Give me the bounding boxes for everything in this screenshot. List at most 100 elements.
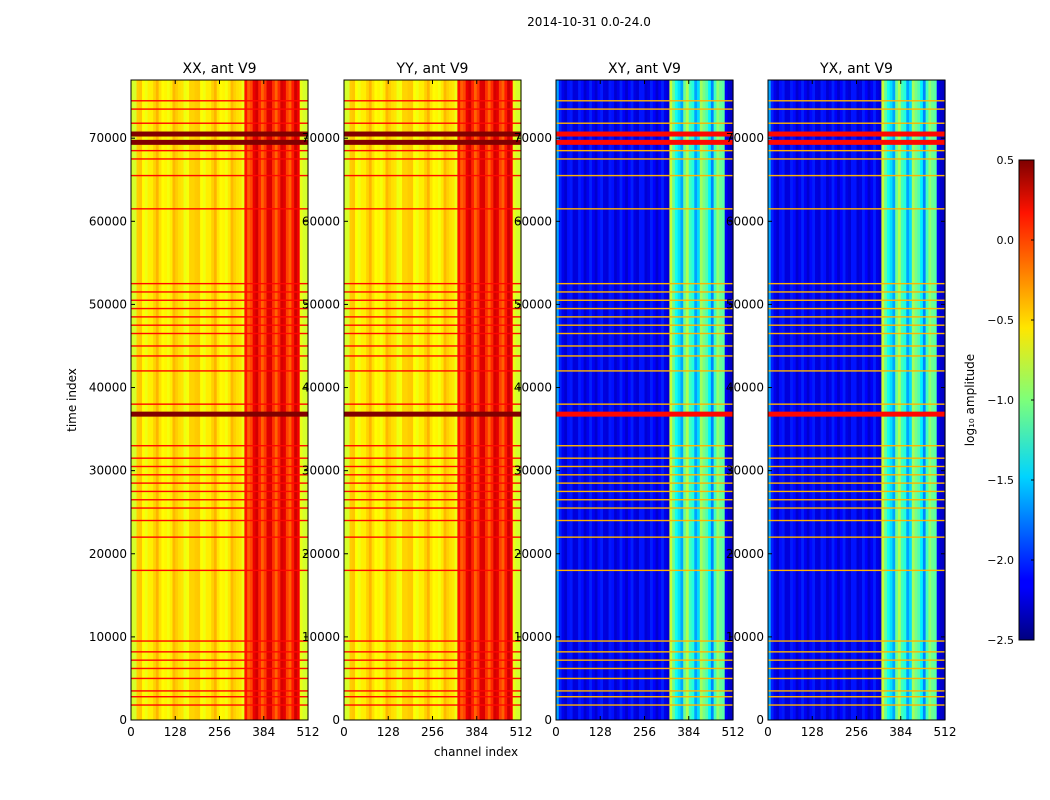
rfi-row <box>131 131 308 137</box>
heat-column <box>826 80 830 720</box>
y-tick-label: 70000 <box>514 131 552 145</box>
heat-column <box>211 80 215 720</box>
heat-column <box>859 80 863 720</box>
rfi-row <box>556 696 733 698</box>
rfi-row <box>556 100 733 102</box>
heat-column <box>683 80 687 720</box>
x-tick-label: 384 <box>677 725 700 739</box>
rfi-row <box>768 282 945 285</box>
y-tick-label: 60000 <box>89 214 127 228</box>
heat-column <box>382 80 387 720</box>
heat-column <box>850 80 855 720</box>
y-tick-label: 40000 <box>302 381 340 395</box>
heat-column <box>349 80 353 720</box>
rfi-row <box>768 149 945 152</box>
x-tick-label: 0 <box>127 725 135 739</box>
x-tick-label: 0 <box>340 725 348 739</box>
heat-column <box>564 80 568 720</box>
rfi-row <box>556 482 733 484</box>
heat-column <box>155 80 160 720</box>
heat-column <box>685 80 690 720</box>
rfi-row <box>344 370 521 372</box>
heat-column <box>260 80 265 720</box>
y-tick-label: 50000 <box>89 297 127 311</box>
panel-yx: YX, ant V9 0 128 256 384 512 0 10000 20000 30000 4… <box>726 61 957 739</box>
heat-column <box>625 80 629 720</box>
rfi-row <box>131 659 308 661</box>
rfi-row <box>344 108 521 110</box>
rfi-row <box>768 403 945 405</box>
panel-title: YX, ant V9 <box>819 61 893 77</box>
heat-column <box>164 80 168 720</box>
heat-column <box>194 80 198 720</box>
heat-column <box>906 80 910 720</box>
heat-column <box>294 80 298 720</box>
heat-column <box>288 80 293 720</box>
panel-xx: XX, ant V9 0 128 256 384 512 0 10000 20000 30000 4… <box>89 61 320 739</box>
rfi-row <box>556 519 733 522</box>
heat-column <box>280 80 284 720</box>
rfi-row <box>131 569 308 572</box>
heat-column <box>900 80 905 720</box>
rfi-row <box>344 307 521 310</box>
heat-column <box>236 80 240 720</box>
rfi-row <box>556 174 733 177</box>
heat-column <box>575 80 579 720</box>
rfi-row <box>556 640 733 642</box>
rfi-row <box>768 690 945 692</box>
rfi-row <box>344 569 521 572</box>
rfi-row <box>556 332 733 335</box>
rfi-row <box>768 490 945 493</box>
rfi-row <box>768 499 945 501</box>
heat-column <box>558 80 563 720</box>
rfi-row <box>556 445 733 447</box>
rfi-row <box>556 569 733 572</box>
y-tick-label: 50000 <box>514 297 552 311</box>
rfi-row <box>768 108 945 110</box>
heat-column <box>795 80 800 720</box>
x-tick-label: 128 <box>164 725 187 739</box>
heat-column <box>299 80 304 720</box>
heat-column <box>605 80 610 720</box>
heat-column <box>633 80 637 720</box>
rfi-row <box>344 457 521 459</box>
heat-column <box>241 80 245 720</box>
heat-column <box>936 80 941 720</box>
heat-column <box>663 80 668 720</box>
heat-column <box>721 80 726 720</box>
heat-column <box>815 80 819 720</box>
heat-column <box>884 80 888 720</box>
heat-column <box>630 80 635 720</box>
colorbar: −2.5 −2.0 −1.5 −1.0 −0.5 0.0 0.5 log₁₀ amplitu… <box>963 154 1035 647</box>
rfi-row <box>768 651 945 653</box>
heat-column <box>175 80 179 720</box>
rfi-row <box>556 316 733 318</box>
heat-column <box>371 80 376 720</box>
rfi-row <box>768 131 945 137</box>
rfi-row <box>768 324 945 326</box>
heat-column <box>920 80 924 720</box>
rfi-row <box>768 208 945 210</box>
heat-column <box>903 80 907 720</box>
x-tick-label: 512 <box>722 725 745 739</box>
heat-column <box>457 80 461 720</box>
heat-column <box>418 80 423 720</box>
colorbar-tick-label: −1.0 <box>987 394 1014 407</box>
rfi-row <box>131 370 308 372</box>
heat-column <box>216 80 221 720</box>
heat-column <box>713 80 718 720</box>
heat-column <box>942 80 946 720</box>
rfi-row <box>556 149 733 152</box>
rfi-row <box>768 569 945 572</box>
heat-column <box>263 80 268 720</box>
heat-column <box>561 80 565 720</box>
heat-column <box>462 80 467 720</box>
heat-column <box>928 80 932 720</box>
heat-column <box>867 80 871 720</box>
rfi-row <box>344 667 521 670</box>
heat-column <box>360 80 364 720</box>
rfi-row <box>344 690 521 692</box>
rfi-row <box>131 174 308 177</box>
heat-column <box>399 80 403 720</box>
rfi-row <box>768 659 945 661</box>
